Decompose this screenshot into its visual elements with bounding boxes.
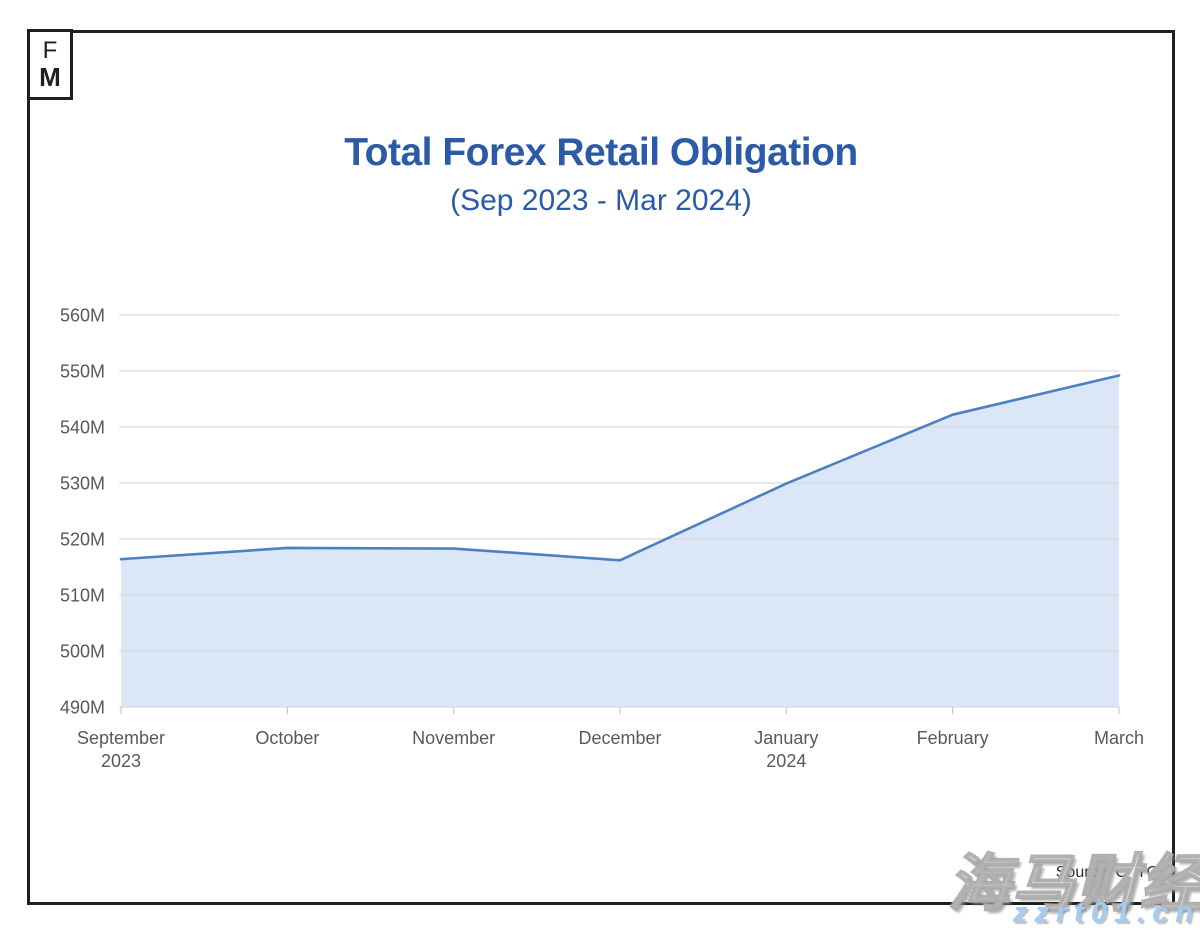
x-axis-label: September	[77, 728, 165, 748]
y-axis-label: 520M	[60, 530, 105, 550]
y-axis-label: 540M	[60, 418, 105, 438]
x-axis-label: October	[255, 728, 319, 748]
trend-line	[119, 374, 1121, 562]
chart-subtitle: (Sep 2023 - Mar 2024)	[450, 184, 752, 217]
x-axis-label: 2023	[101, 751, 141, 771]
x-axis-label: January	[754, 728, 818, 748]
y-axis-label: 560M	[60, 306, 105, 326]
fm-logo-letter-m: M	[39, 62, 61, 92]
source-label: Source: CFTC	[1055, 864, 1158, 881]
x-axis-label: February	[917, 728, 989, 748]
fm-logo-letter-f: F	[42, 37, 58, 64]
x-axis-label: 2024	[766, 751, 806, 771]
x-axis-label: March	[1094, 728, 1144, 748]
brand-watermark: 海马财经	[947, 849, 1200, 920]
url-watermark: zzrt01.cn	[1012, 897, 1200, 929]
x-axis-label: November	[412, 728, 495, 748]
y-axis-label: 490M	[60, 698, 105, 718]
area-fill	[121, 375, 1119, 707]
y-axis-label: 500M	[60, 642, 105, 662]
fm-logo: F M	[27, 29, 73, 100]
y-axis-label: 530M	[60, 474, 105, 494]
y-axis-label: 550M	[60, 362, 105, 382]
y-axis-label: 510M	[60, 586, 105, 606]
chart-title: Total Forex Retail Obligation	[344, 131, 858, 174]
x-axis-label: December	[578, 728, 661, 748]
